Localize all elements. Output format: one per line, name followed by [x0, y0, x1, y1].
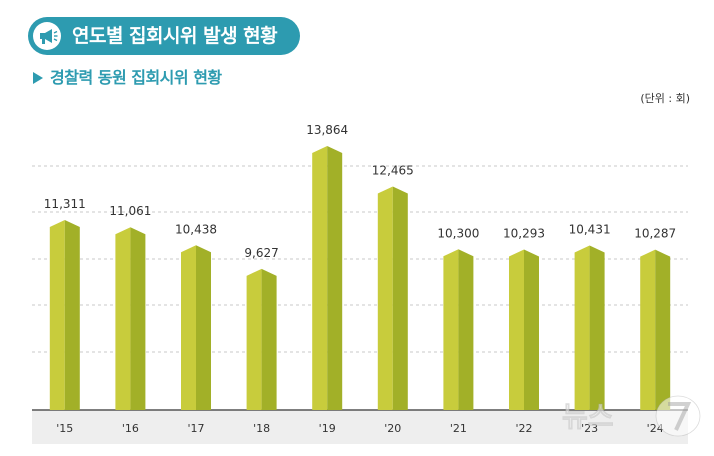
bar-side-face [589, 245, 605, 410]
bar-3 [246, 268, 277, 410]
bar-front-face [509, 249, 524, 410]
bar-9 [640, 249, 671, 410]
bar-7 [509, 249, 539, 410]
bar-side-face [130, 227, 146, 410]
bars [49, 145, 671, 410]
bar-5 [377, 186, 408, 410]
x-tick-label: '22 [515, 422, 532, 435]
bar-front-face [115, 227, 131, 410]
chart-subtitle: 경찰력 동원 집회시위 현황 [50, 68, 222, 87]
value-label: 9,627 [244, 246, 278, 260]
megaphone-icon [33, 22, 61, 50]
bar-front-face [443, 249, 459, 410]
value-label: 10,293 [503, 227, 545, 241]
value-label: 10,431 [569, 223, 611, 237]
bar-6 [443, 249, 474, 410]
x-tick-labels: '15'16'17'18'19'20'21'22'23'24 [56, 422, 663, 435]
bar-8 [574, 245, 605, 410]
bar-side-face [64, 219, 80, 410]
bar-4 [312, 145, 343, 410]
bar-front-face [377, 186, 393, 410]
subtitle-arrow-icon [33, 72, 43, 84]
x-tick-label: '15 [56, 422, 73, 435]
value-label: 12,465 [372, 164, 414, 178]
x-tick-label: '21 [450, 422, 467, 435]
bar-side-face [196, 245, 211, 410]
news-logo-watermark: 뉴스 [562, 395, 701, 437]
bar-front-face [574, 245, 590, 410]
title-banner: 연도별 집회시위 발생 현황 [28, 17, 300, 55]
x-axis-band [32, 410, 688, 444]
bar-side-face [655, 249, 671, 410]
value-label: 10,438 [175, 222, 217, 236]
bar-2 [181, 245, 211, 410]
x-tick-label: '18 [253, 422, 270, 435]
bar-front-face [246, 268, 262, 410]
bar-side-face [458, 249, 474, 410]
bar-front-face [640, 249, 656, 410]
page-title: 연도별 집회시위 발생 현황 [72, 25, 278, 47]
x-tick-label: '19 [319, 422, 336, 435]
value-label: 13,864 [306, 123, 348, 137]
bar-front-face [49, 219, 65, 410]
value-label: 11,311 [44, 197, 86, 211]
x-tick-label: '23 [581, 422, 598, 435]
unit-label: (단위 : 회) [640, 92, 690, 105]
bar-front-face [181, 245, 196, 410]
bar-0 [49, 219, 80, 410]
value-label: 11,061 [109, 204, 151, 218]
value-label: 10,300 [437, 226, 479, 240]
bar-1 [115, 227, 146, 410]
bar-side-face [524, 249, 539, 410]
x-tick-label: '17 [187, 422, 204, 435]
bar-side-face [261, 268, 277, 410]
value-labels: 11,311 11,061 10,438 9,627 13,864 12,465 10,30… [44, 123, 676, 260]
svg-text:뉴스: 뉴스 [562, 400, 614, 433]
value-label: 10,287 [634, 227, 676, 241]
bar-front-face [312, 145, 328, 410]
bar-side-face [327, 145, 343, 410]
bar-side-face [392, 186, 408, 410]
x-tick-label: '20 [384, 422, 401, 435]
x-tick-label: '16 [122, 422, 139, 435]
